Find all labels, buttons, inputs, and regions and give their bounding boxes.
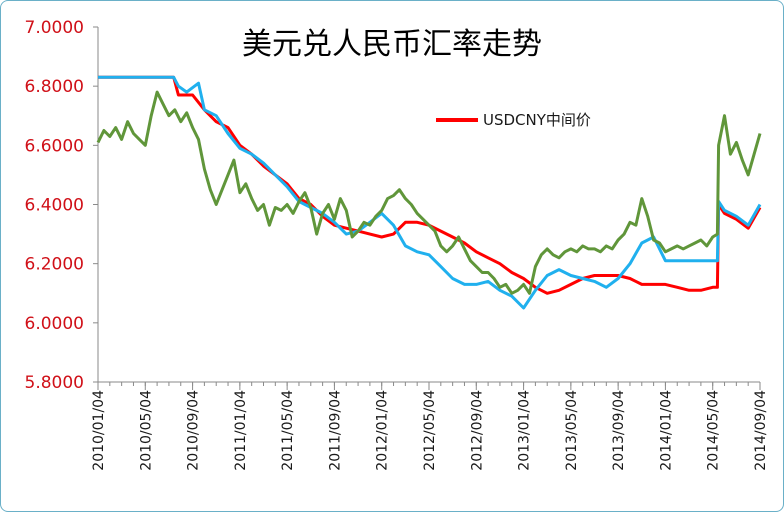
series-line-3 [96,90,762,295]
x-tick-label: 2010/09/04 [186,390,202,471]
x-tick-label: 2012/01/04 [375,390,391,471]
x-tick-label: 2010/01/04 [91,390,107,471]
x-axis: 2010/01/04 2010/05/04 2010/09/04 2011/01/04… [91,381,769,471]
x-tick-label: 2010/05/04 [138,390,154,471]
legend: USDCNY中间价 [436,111,591,129]
x-tick-label: 2013/01/04 [517,390,533,471]
x-tick-label: 2013/05/04 [564,390,580,471]
series-line-1 [98,75,762,295]
y-axis: 5.8000 6.0000 6.2000 6.4000 6.6000 6.8000 7.00… [25,18,99,393]
y-tick-label: 5.8000 [25,373,84,393]
x-tick-label: 2011/09/04 [327,390,343,471]
y-tick-label: 6.0000 [25,314,84,334]
x-tick-label: 2014/01/04 [658,390,674,471]
x-tick-label: 2011/01/04 [233,390,249,471]
series-line-2 [98,75,762,310]
x-tick-label: 2012/09/04 [469,390,485,471]
series-layer [96,75,762,310]
y-tick-label: 6.6000 [25,136,84,156]
y-tick-label: 7.0000 [25,18,84,38]
x-tick-label: 2011/05/04 [280,390,296,471]
chart-title: 美元兑人民币汇率走势 [242,27,542,62]
x-tick-label: 2014/09/04 [753,390,769,471]
legend-label: USDCNY中间价 [483,111,591,129]
x-tick-label: 2014/05/04 [706,390,722,471]
x-tick-label: 2013/09/04 [611,390,627,471]
y-tick-label: 6.2000 [25,255,84,275]
y-tick-label: 6.8000 [25,77,84,97]
y-tick-label: 6.4000 [25,196,84,216]
x-tick-label: 2012/05/04 [422,390,438,471]
